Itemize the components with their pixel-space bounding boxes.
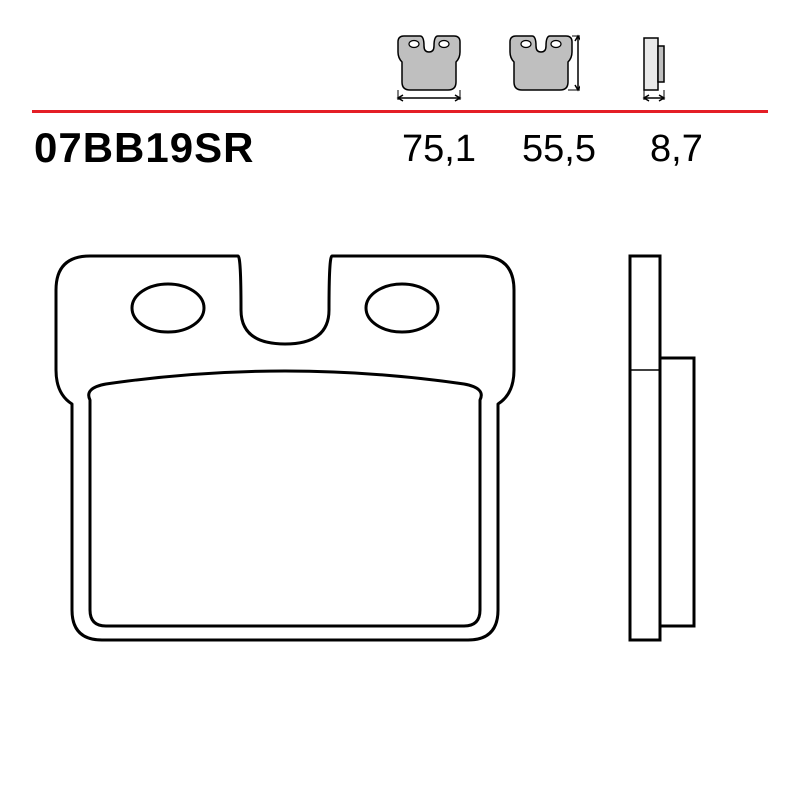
drawing-area	[0, 210, 800, 800]
thick-dim-icon	[614, 32, 692, 107]
side-view	[590, 250, 740, 655]
divider-line	[32, 110, 768, 113]
header-dim-icons	[390, 32, 692, 107]
page: 07BB19SR 75,1 55,5 8,7	[0, 0, 800, 800]
dim-width-value: 75,1	[402, 128, 476, 171]
part-number: 07BB19SR	[34, 124, 254, 172]
height-dim-icon	[502, 32, 580, 107]
front-view	[50, 250, 520, 655]
dim-thick-value: 8,7	[650, 128, 703, 171]
dim-height-value: 55,5	[522, 128, 596, 171]
width-dim-icon	[390, 32, 468, 107]
